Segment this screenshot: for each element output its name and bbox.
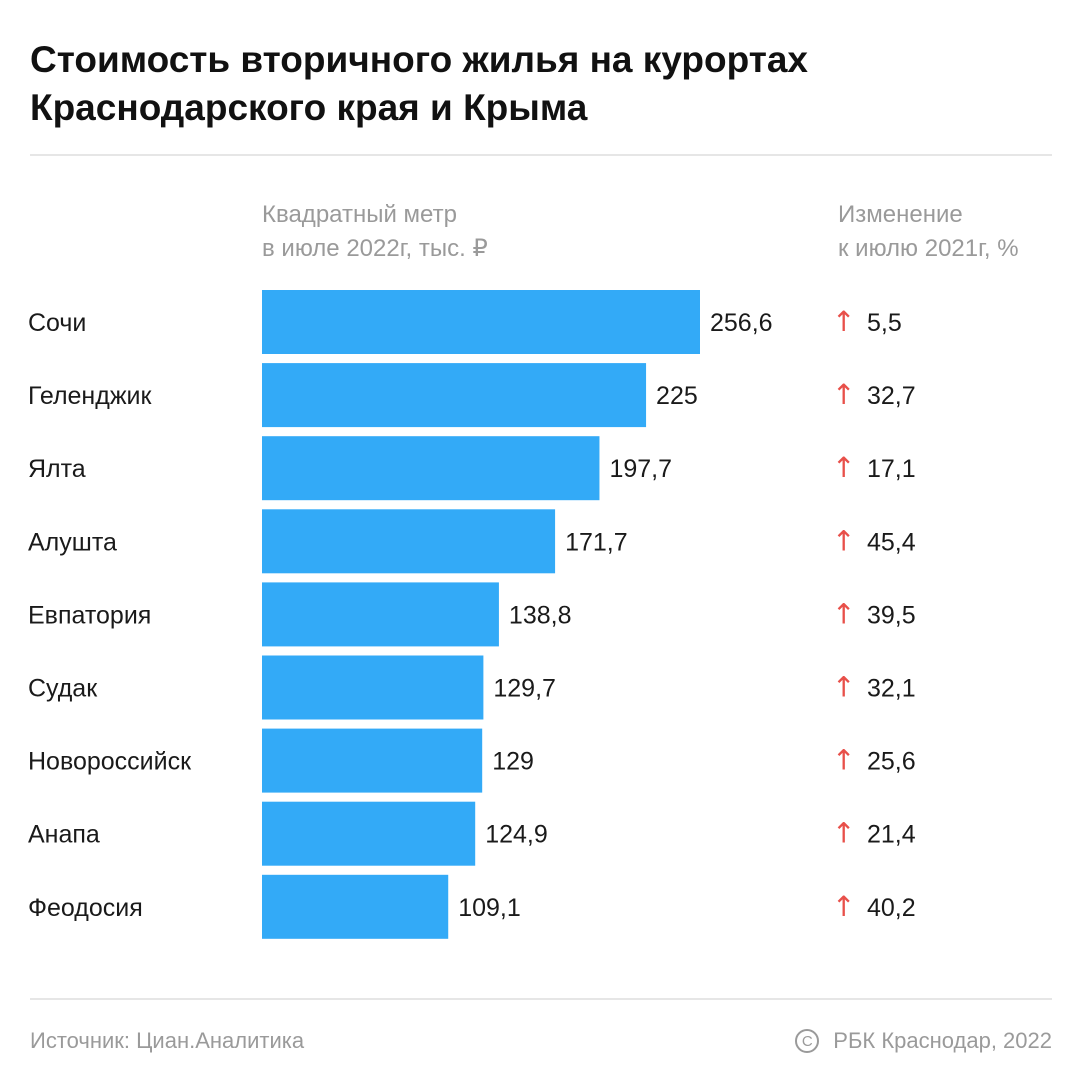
category-label: Сочи bbox=[28, 309, 86, 337]
value-label: 225 bbox=[656, 382, 698, 410]
change-label: 21,4 bbox=[867, 821, 916, 849]
value-label: 124,9 bbox=[485, 821, 548, 849]
change-label: 40,2 bbox=[867, 894, 916, 922]
category-label: Судак bbox=[28, 675, 98, 703]
change-column-header: Изменение к июлю 2021г, % bbox=[838, 198, 1019, 266]
arrow-up-icon: ↑ bbox=[832, 524, 855, 557]
category-label: Алушта bbox=[28, 528, 117, 556]
arrow-up-icon: ↑ bbox=[832, 671, 855, 704]
change-header-line-2: к июлю 2021г, % bbox=[838, 235, 1019, 262]
value-label: 138,8 bbox=[509, 601, 572, 629]
credit-text: РБК Краснодар, 2022 bbox=[833, 1028, 1052, 1053]
change-label: 45,4 bbox=[867, 528, 916, 556]
category-label: Новороссийск bbox=[28, 748, 192, 776]
value-label: 197,7 bbox=[609, 455, 672, 483]
copyright-icon: C bbox=[795, 1029, 820, 1053]
value-label: 109,1 bbox=[458, 894, 521, 922]
bar bbox=[262, 874, 449, 939]
arrow-up-icon: ↑ bbox=[832, 890, 855, 923]
category-label: Феодосия bbox=[28, 894, 143, 922]
change-label: 5,5 bbox=[867, 309, 902, 337]
chart-title: Стоимость вторичного жилья на курортах К… bbox=[30, 36, 1050, 132]
arrow-up-icon: ↑ bbox=[832, 817, 855, 850]
bar bbox=[262, 290, 700, 354]
arrow-up-icon: ↑ bbox=[832, 744, 855, 777]
value-header-line-1: Квадратный метр bbox=[262, 201, 457, 228]
value-label: 129,7 bbox=[493, 675, 556, 703]
bottom-divider bbox=[30, 998, 1052, 1000]
arrow-up-icon: ↑ bbox=[832, 378, 855, 411]
arrow-up-icon: ↑ bbox=[832, 597, 855, 630]
credit: C РБК Краснодар, 2022 bbox=[795, 1027, 1052, 1055]
bar bbox=[262, 728, 483, 793]
category-label: Ялта bbox=[28, 455, 86, 483]
source-note: Источник: Циан.Аналитика bbox=[30, 1028, 305, 1053]
value-label: 171,7 bbox=[565, 528, 628, 556]
bar bbox=[262, 801, 476, 866]
category-label: Анапа bbox=[28, 821, 100, 849]
arrow-up-icon: ↑ bbox=[832, 305, 855, 338]
bar bbox=[262, 582, 499, 647]
value-label: 256,6 bbox=[710, 309, 773, 337]
change-label: 39,5 bbox=[867, 601, 916, 629]
value-header-line-2: в июле 2022г, тыс. ₽ bbox=[262, 235, 488, 262]
change-label: 32,7 bbox=[867, 382, 916, 410]
category-label: Евпатория bbox=[28, 601, 151, 629]
bar bbox=[262, 655, 484, 720]
title-line-2: Краснодарского края и Крыма bbox=[30, 87, 588, 128]
top-divider bbox=[30, 154, 1052, 156]
bar bbox=[262, 509, 556, 574]
bar bbox=[262, 436, 600, 501]
value-label: 129 bbox=[492, 748, 534, 776]
change-label: 25,6 bbox=[867, 748, 916, 776]
title-line-1: Стоимость вторичного жилья на курортах bbox=[30, 39, 808, 80]
change-label: 17,1 bbox=[867, 455, 916, 483]
arrow-up-icon: ↑ bbox=[832, 451, 855, 484]
bar bbox=[262, 363, 647, 428]
bar-chart: Сочи 256,6 ↑ 5,5 Геленджик 225 ↑ 32,7 Ялта 197,7 ↑… bbox=[28, 290, 916, 939]
change-label: 32,1 bbox=[867, 675, 916, 703]
value-column-header: Квадратный метр в июле 2022г, тыс. ₽ bbox=[262, 198, 488, 266]
category-label: Геленджик bbox=[28, 382, 153, 410]
change-header-line-1: Изменение bbox=[838, 201, 963, 228]
